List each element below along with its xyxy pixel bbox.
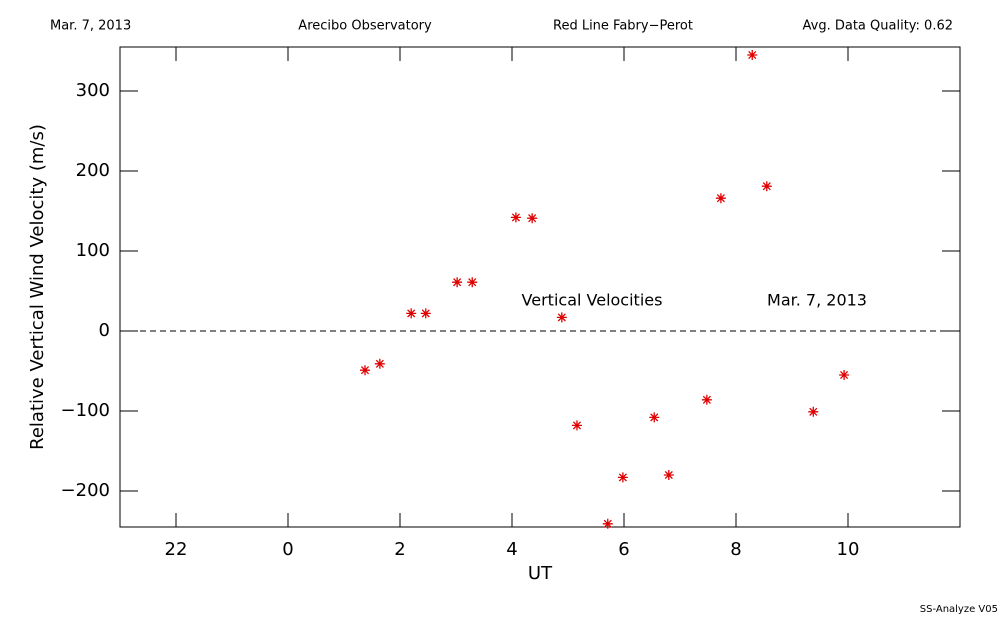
footer: SS-Analyze V05	[920, 604, 998, 615]
marker	[761, 181, 772, 192]
header-quality: Avg. Data Quality: 0.62	[803, 19, 953, 34]
x-axis-label: UT	[528, 563, 553, 584]
marker	[510, 212, 521, 223]
marker	[527, 213, 538, 224]
marker	[602, 518, 613, 529]
marker	[617, 472, 628, 483]
y-tick-label: −100	[61, 400, 110, 421]
marker	[420, 308, 431, 319]
header-site: Arecibo Observatory	[298, 19, 432, 34]
marker	[406, 308, 417, 319]
x-tick-label: 2	[394, 539, 405, 560]
annotation: Mar. 7, 2013	[767, 291, 867, 310]
marker	[556, 312, 567, 323]
marker	[571, 420, 582, 431]
header-date: Mar. 7, 2013	[50, 19, 131, 34]
x-tick-label: 10	[837, 539, 860, 560]
marker	[701, 394, 712, 405]
y-tick-label: 100	[76, 240, 110, 261]
y-tick-label: 0	[99, 320, 110, 341]
annotation: Vertical Velocities	[522, 291, 663, 310]
marker	[649, 412, 660, 423]
marker	[360, 365, 370, 376]
x-tick-label: 8	[730, 539, 741, 560]
marker	[452, 277, 463, 288]
x-tick-label: 6	[618, 539, 629, 560]
marker	[839, 370, 850, 380]
y-tick-label: 300	[76, 80, 110, 101]
x-tick-label: 22	[165, 539, 188, 560]
marker	[747, 50, 758, 60]
x-tick-label: 0	[282, 539, 293, 560]
x-tick-label: 4	[506, 539, 517, 560]
marker	[715, 193, 726, 204]
plot-frame	[119, 46, 961, 528]
marker	[808, 406, 819, 417]
header-instrument: Red Line Fabry−Perot	[553, 19, 693, 34]
y-tick-label: 200	[76, 160, 110, 181]
y-axis-label: Relative Vertical Wind Velocity (m/s)	[27, 124, 48, 450]
marker	[467, 277, 478, 288]
y-tick-label: −200	[61, 480, 110, 501]
marker	[663, 470, 674, 480]
marker	[374, 358, 385, 369]
